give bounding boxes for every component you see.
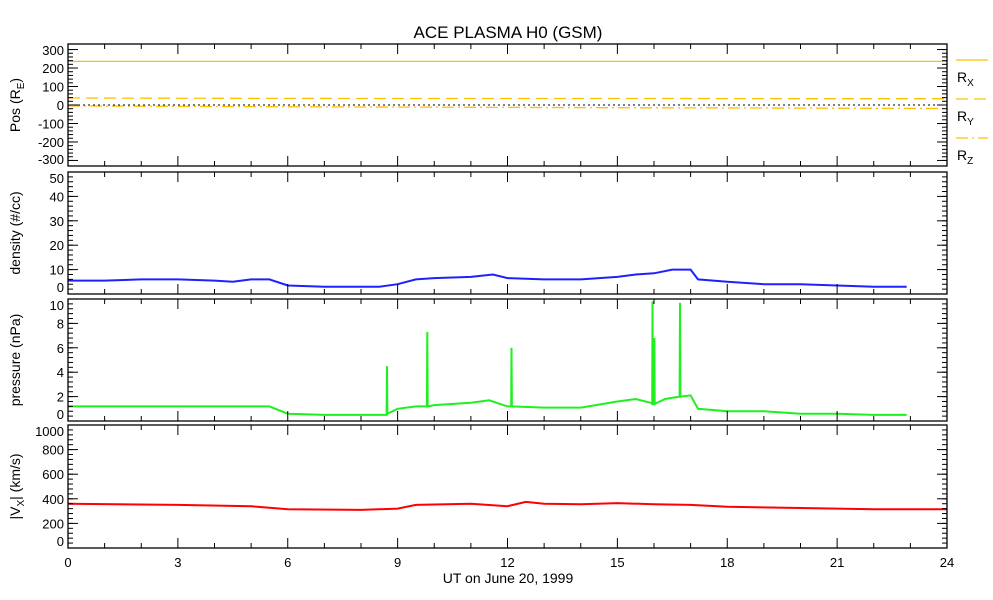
y-tick-label: 2 — [57, 390, 64, 405]
y-axis-label: pressure (nPa) — [7, 314, 23, 407]
panel-frame — [67, 424, 948, 549]
y-label-text: Pos (R — [7, 89, 23, 132]
y-tick-label: 400 — [42, 492, 64, 507]
x-tick-label: 24 — [940, 555, 954, 570]
y-axis-label: |VX| (km/s) — [7, 453, 27, 519]
x-tick-label: 18 — [720, 555, 734, 570]
x-tick-label: 9 — [394, 555, 401, 570]
y-tick-label: 20 — [50, 238, 64, 253]
legend-label: RY — [957, 108, 974, 128]
y-label-text: density (#/cc) — [7, 191, 23, 274]
legend-label: RX — [957, 69, 974, 89]
y-label-sub: E — [16, 82, 27, 89]
x-tick-label: 21 — [830, 555, 844, 570]
panel-frame — [67, 298, 948, 422]
x-tick-label: 12 — [500, 555, 514, 570]
y-tick-label: 4 — [57, 365, 64, 380]
x-tick-label: 15 — [610, 555, 624, 570]
y-tick-label: 100 — [42, 80, 64, 95]
y-tick-label: 0 — [57, 98, 64, 113]
y-tick-label: 200 — [42, 516, 64, 531]
y-label-text: |V — [7, 506, 23, 520]
y-tick-label: -100 — [38, 116, 64, 131]
panel-pressure: 0 2 4 6 8 10 pressure (nPa) — [7, 298, 948, 422]
series-density-0 — [68, 268, 907, 288]
panel-density: 0 10 20 30 40 50 density (#/cc) — [7, 171, 948, 295]
series-vx-0 — [68, 500, 947, 511]
y-tick-label: 10 — [50, 298, 64, 313]
series-pos-1 — [68, 97, 947, 100]
y-tick-label: 0 — [57, 534, 64, 549]
legend-name: R — [957, 147, 967, 163]
y-label-text: pressure (nPa) — [7, 314, 23, 407]
y-axis-label: density (#/cc) — [7, 191, 23, 274]
y-tick-label: 6 — [57, 341, 64, 356]
y-tick-label: 8 — [57, 316, 64, 331]
y-label-end: ) — [7, 78, 23, 83]
legend-name: R — [957, 69, 967, 85]
series-pos-2 — [68, 105, 947, 110]
y-tick-label: 300 — [42, 43, 64, 58]
y-tick-label: -300 — [38, 152, 64, 167]
x-tick-label: 3 — [174, 555, 181, 570]
legend-name: R — [957, 108, 967, 124]
legend-sub: X — [967, 78, 974, 89]
x-axis-label: UT on June 20, 1999 — [443, 570, 574, 586]
y-tick-label: -200 — [38, 135, 64, 150]
legend-sub: Z — [967, 156, 973, 167]
y-axis-label: Pos (RE) — [7, 78, 27, 132]
y-tick-label: 800 — [42, 443, 64, 458]
y-tick-label: 600 — [42, 467, 64, 482]
y-tick-label: 200 — [42, 61, 64, 76]
x-tick-label: 0 — [64, 555, 71, 570]
y-tick-label: 10 — [50, 263, 64, 278]
legend-sub: Y — [967, 117, 974, 128]
y-tick-label: 0 — [57, 407, 64, 422]
y-tick-label: 50 — [50, 171, 64, 186]
legend-label: RZ — [957, 147, 973, 167]
panel-frame — [67, 171, 948, 295]
series-pressure-0 — [68, 301, 907, 416]
y-label-end: | (km/s) — [7, 453, 23, 499]
y-label-sub: X — [16, 500, 27, 507]
chart-title: ACE PLASMA H0 (GSM) — [414, 23, 603, 42]
y-tick-label: 0 — [57, 280, 64, 295]
y-tick-label: 40 — [50, 189, 64, 204]
x-tick-label: 6 — [284, 555, 291, 570]
panel-vx: 0 200 400 600 800 1000 |VX| (km/s) — [7, 424, 948, 549]
y-tick-label: 30 — [50, 214, 64, 229]
y-tick-label: 1000 — [35, 424, 64, 439]
